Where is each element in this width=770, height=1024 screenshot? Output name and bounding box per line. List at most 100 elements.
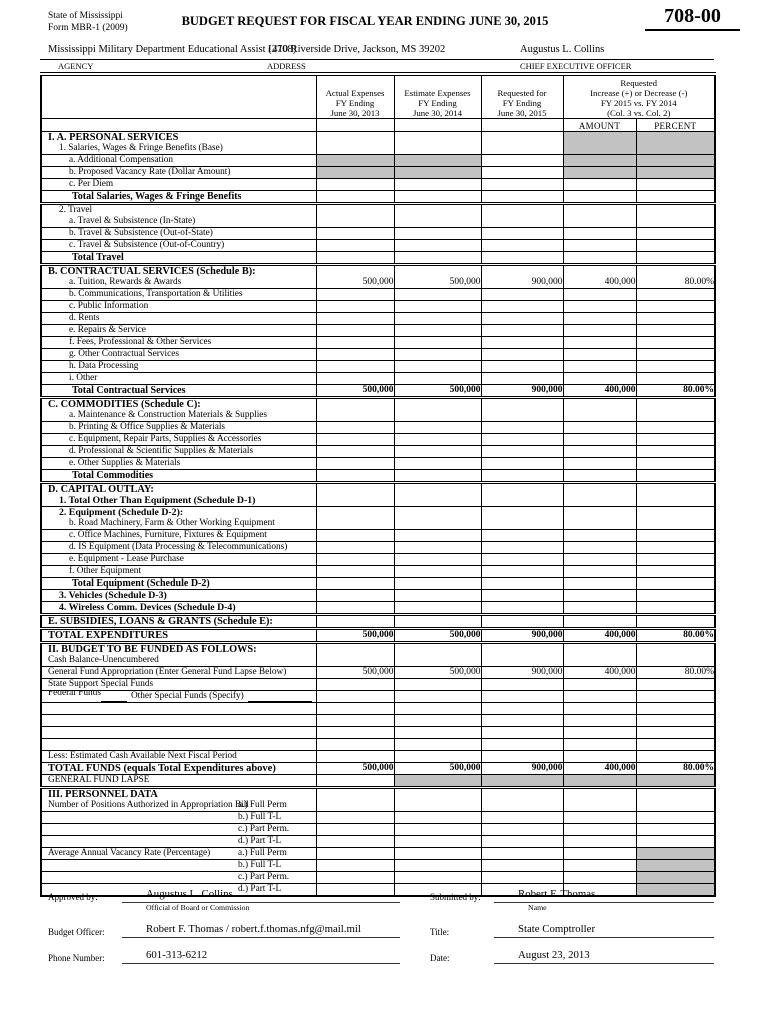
value-cell (635, 702, 716, 715)
value-cell (562, 553, 637, 566)
value-cell (393, 859, 482, 872)
value-cell (393, 433, 482, 446)
col-header-actual: Actual Expenses FY Ending June 30, 2013 (315, 73, 395, 119)
value-cell (393, 360, 482, 373)
value-cell (315, 396, 395, 422)
value-cell (315, 553, 395, 566)
value-cell (635, 529, 716, 542)
value-cell (562, 372, 637, 385)
table-row: 4. Wireless Comm. Devices (Schedule D-4) (40, 601, 716, 615)
value-cell (562, 774, 637, 788)
value-cell (393, 678, 482, 691)
value-cell (562, 457, 637, 470)
value-cell (480, 457, 564, 470)
value-cell (635, 372, 716, 385)
personnel-sublabel: b.) Full T-L (238, 860, 282, 871)
row-label-cell: Total Salaries, Wages & Fringe Benefits (40, 190, 317, 204)
value-cell (480, 433, 564, 446)
row-label-cell: Federal Funds Other Special Funds (Specif… (40, 690, 317, 703)
table-row: e. Equipment - Lease Purchase (40, 553, 716, 566)
value-cell (315, 529, 395, 542)
value-cell (393, 288, 482, 301)
value-cell (315, 421, 395, 434)
value-cell (393, 154, 482, 167)
ceo-label: CHIEF EXECUTIVE OFFICER (520, 61, 632, 71)
value-cell (635, 433, 716, 446)
value-cell (393, 577, 482, 590)
value-cell (315, 835, 395, 848)
col-header-increase-group: Requested Increase (+) or Decrease (-) F… (562, 73, 716, 119)
value-cell: 500,000 (393, 263, 482, 289)
value-cell (562, 202, 637, 228)
value-cell: 500,000 (315, 384, 395, 398)
row-label-cell: d. Professional & Scientific Supplies & … (40, 445, 317, 458)
value-cell (480, 336, 564, 349)
value-cell (393, 786, 482, 812)
row-label-cell: e. Equipment - Lease Purchase (40, 553, 317, 566)
value-cell (635, 506, 716, 530)
table-row: h. Data Processing (40, 360, 716, 373)
value-cell (393, 227, 482, 240)
row-label-cell: State Support Special Funds (40, 678, 317, 691)
value-cell (480, 774, 564, 788)
row-label-cell (40, 714, 317, 727)
approved-by-label: Approved by: (48, 892, 98, 902)
row-label-cell: b. Proposed Vacancy Rate (Dollar Amount) (40, 166, 317, 179)
value-cell (480, 601, 564, 615)
value-cell (315, 690, 395, 703)
table-row: III. PERSONNEL DATA Number of Positions A… (40, 786, 716, 812)
value-cell (315, 589, 395, 602)
table-row: g. Other Contractual Services (40, 348, 716, 361)
value-cell (562, 589, 637, 602)
value-cell (480, 835, 564, 848)
address-label: ADDRESS (267, 61, 306, 71)
value-cell (315, 601, 395, 615)
table-row: D. CAPITAL OUTLAY: 1. Total Other Than Eq… (40, 481, 716, 507)
table-row: c.) Part Perm. (40, 871, 716, 884)
value-cell (635, 823, 716, 836)
value-cell: 900,000 (480, 762, 564, 775)
value-cell (315, 312, 395, 325)
table-row: Total Travel (40, 251, 716, 265)
value-cell (315, 541, 395, 554)
value-cell (480, 421, 564, 434)
row-label-cell (40, 702, 317, 715)
value-cell (480, 300, 564, 313)
value-cell (480, 396, 564, 422)
value-cell (562, 702, 637, 715)
form-issuer: State of Mississippi Form MBR-1 (2009) (48, 10, 128, 34)
row-label-cell (40, 726, 317, 739)
table-row: d. Professional & Scientific Supplies & … (40, 445, 716, 458)
row-label-cell: 3. Vehicles (Schedule D-3) (40, 589, 317, 602)
value-cell (393, 702, 482, 715)
value-cell (480, 553, 564, 566)
row-label-cell: c. Per Diem (40, 178, 317, 191)
value-cell (562, 678, 637, 691)
agency-address: 1410 Riverside Drive, Jackson, MS 39202 (267, 44, 446, 55)
row-label-cell: c. Public Information (40, 300, 317, 313)
value-cell (315, 678, 395, 691)
value-cell (393, 871, 482, 884)
value-cell (635, 589, 716, 602)
phone-number-value: 601-313-6212 (122, 949, 400, 964)
value-cell (635, 190, 716, 204)
row-label-cell: d.) Part T-L (40, 835, 317, 848)
col-header-requested: Requested for FY Ending June 30, 2015 (480, 73, 564, 119)
value-cell (315, 481, 395, 507)
value-cell (315, 300, 395, 313)
row-label-cell: D. CAPITAL OUTLAY: 1. Total Other Than Eq… (40, 481, 317, 507)
table-row: State Support Special Funds (40, 678, 716, 691)
budget-table: Actual Expenses FY Ending June 30, 2013 … (40, 72, 717, 897)
col-header-estimate: Estimate Expenses FY Ending June 30, 201… (393, 73, 482, 119)
value-cell (635, 445, 716, 458)
value-cell (635, 613, 716, 629)
value-cell (480, 529, 564, 542)
submitted-by-label: Submitted by: (430, 892, 481, 902)
value-cell (635, 202, 716, 228)
value-cell: 400,000 (562, 384, 637, 398)
value-cell (635, 738, 716, 751)
table-row: b. Proposed Vacancy Rate (Dollar Amount) (40, 166, 716, 179)
value-cell (393, 750, 482, 763)
value-cell (635, 726, 716, 739)
